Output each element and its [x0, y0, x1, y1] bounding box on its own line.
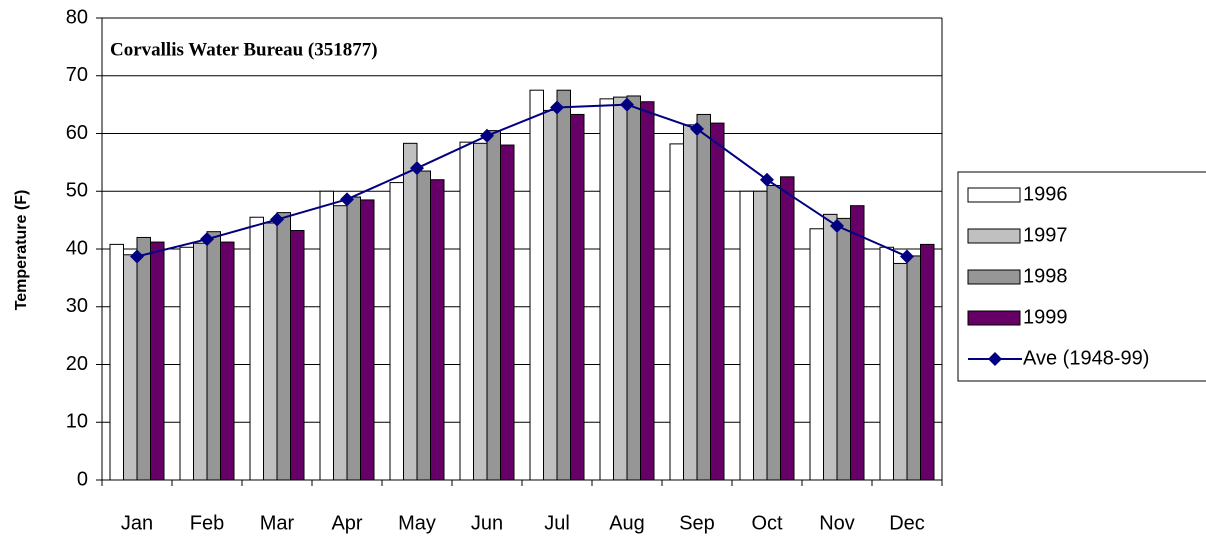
y-tick-label: 0: [77, 468, 88, 490]
bar: [850, 205, 865, 481]
y-axis-label: Temperature (F): [13, 190, 30, 311]
line-marker: [200, 232, 214, 247]
bar: [220, 241, 235, 481]
x-tick-label: May: [398, 512, 436, 534]
y-tick-label: 30: [66, 295, 88, 317]
bar: [543, 109, 558, 481]
bar: [249, 216, 264, 481]
x-tick-label: Dec: [889, 512, 925, 534]
legend-label: 1999: [1023, 306, 1068, 328]
bar: [416, 170, 431, 481]
legend-label: 1997: [1023, 224, 1068, 246]
x-tick-label: Sep: [679, 512, 715, 534]
line-marker: [620, 97, 634, 112]
bar: [206, 231, 221, 481]
bar: [669, 143, 684, 481]
bar: [710, 122, 725, 481]
bar: [809, 228, 824, 481]
x-tick-label: Jun: [471, 512, 503, 534]
bar: [529, 89, 544, 481]
line-marker: [550, 100, 564, 115]
legend-label: 1996: [1023, 183, 1068, 205]
line-marker: [900, 249, 914, 264]
bar: [486, 130, 501, 481]
chart-title: Corvallis Water Bureau (351877): [110, 39, 378, 60]
bar: [570, 113, 585, 481]
bar: [780, 176, 795, 481]
bar: [823, 213, 838, 481]
x-tick-label: Apr: [331, 512, 362, 534]
bar: [179, 246, 194, 481]
line-marker: [690, 121, 704, 136]
legend-swatch: [967, 187, 1021, 203]
x-tick-label: Jul: [544, 512, 570, 534]
bar: [626, 95, 641, 481]
line-marker: [830, 218, 844, 233]
bar: [613, 96, 628, 481]
bar: [500, 144, 515, 481]
line-marker: [480, 128, 494, 143]
bar: [683, 124, 698, 481]
bar: [879, 246, 894, 481]
bar: [473, 142, 488, 481]
x-tick-label: Jan: [121, 512, 153, 534]
legend-swatch: [967, 269, 1021, 285]
bar: [123, 254, 138, 481]
bar: [290, 230, 305, 481]
bar: [136, 236, 151, 481]
x-tick-label: Feb: [190, 512, 224, 534]
bar: [403, 142, 418, 481]
bar: [696, 113, 711, 481]
bar: [319, 190, 334, 481]
line-marker: [410, 161, 424, 176]
bar: [920, 243, 935, 481]
bar: [739, 190, 754, 481]
legend-label: Ave (1948-99): [1023, 347, 1149, 369]
line-marker: [340, 192, 354, 207]
bar: [459, 141, 474, 481]
line-series: [136, 103, 908, 258]
bar: [766, 184, 781, 481]
y-tick-label: 10: [66, 411, 88, 433]
legend-swatch: [967, 310, 1021, 326]
y-tick-label: 40: [66, 237, 88, 259]
x-tick-label: Mar: [260, 512, 295, 534]
bar: [150, 241, 165, 481]
bar: [109, 243, 124, 481]
line-marker: [270, 212, 284, 227]
legend-label: 1998: [1023, 265, 1068, 287]
bar: [346, 196, 361, 481]
y-tick-label: 70: [66, 64, 88, 86]
bar: [276, 212, 291, 481]
line-marker: [760, 172, 774, 187]
y-tick-label: 50: [66, 180, 88, 202]
bar: [753, 190, 768, 481]
x-tick-label: Aug: [609, 512, 645, 534]
bar: [640, 101, 655, 481]
y-tick-label: 80: [66, 6, 88, 28]
y-tick-label: 20: [66, 353, 88, 375]
bar: [193, 242, 208, 481]
bar: [836, 217, 851, 481]
bar: [263, 222, 278, 481]
bar: [906, 255, 921, 481]
bar: [333, 205, 348, 481]
bar: [893, 262, 908, 481]
bar: [389, 182, 404, 481]
bar: [599, 98, 614, 481]
bar: [430, 179, 445, 481]
legend-marker: [988, 352, 1002, 366]
bar: [360, 199, 375, 481]
bar: [556, 89, 571, 481]
y-tick-label: 60: [66, 122, 88, 144]
x-tick-label: Oct: [751, 512, 783, 534]
x-tick-label: Nov: [819, 512, 855, 534]
legend-swatch: [967, 228, 1021, 244]
line-marker: [130, 249, 144, 264]
